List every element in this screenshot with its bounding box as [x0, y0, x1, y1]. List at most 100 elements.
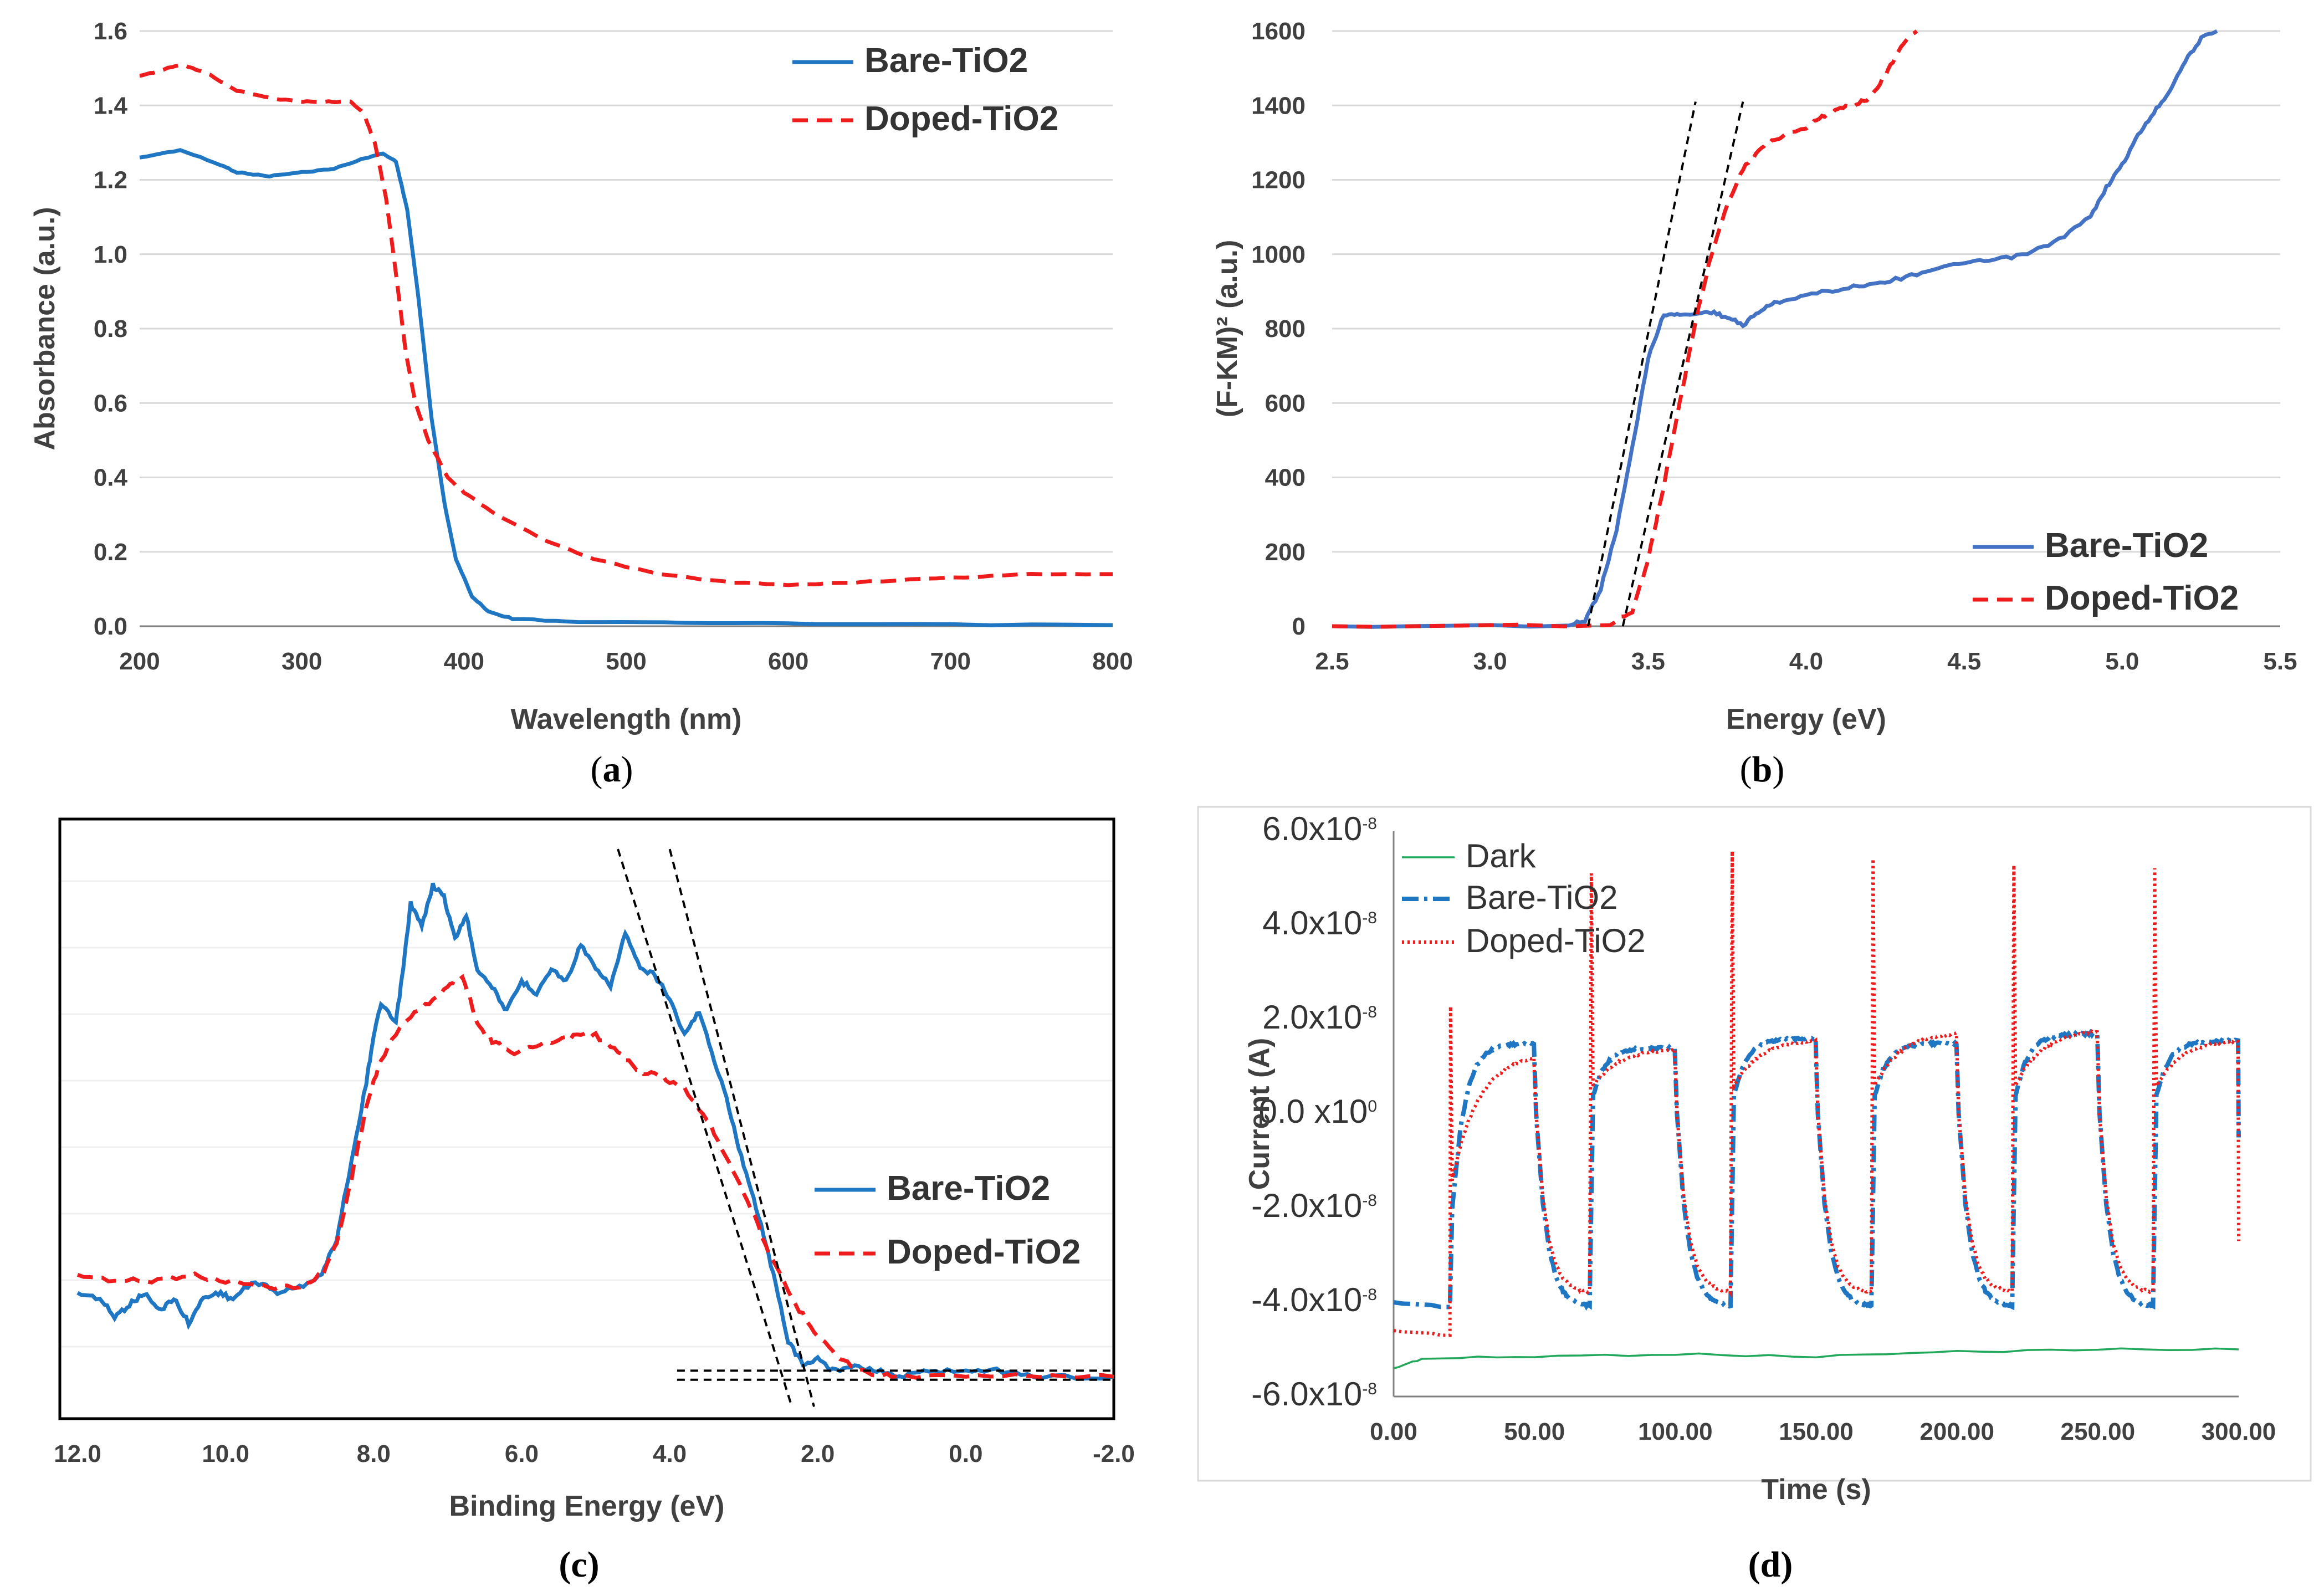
d-ytick-label: -4.0x10-8 — [1251, 1281, 1377, 1318]
b-ytick-label: 1200 — [1251, 167, 1306, 194]
c-xtick-label: 12.0 — [54, 1440, 101, 1467]
d-ytick-exponent: -8 — [1362, 1191, 1377, 1210]
caption-letter: d — [1760, 1544, 1781, 1585]
panel-d: 6.0x10-84.0x10-82.0x10-80.0 x100-2.0x10-… — [1197, 806, 2312, 1585]
d-legend-label-dark: Dark — [1466, 837, 1537, 874]
panel-caption-b: (b) — [1740, 749, 1785, 790]
d-ytick-label: -6.0x10-8 — [1251, 1375, 1377, 1413]
b-ytick-label: 1600 — [1251, 18, 1306, 45]
d-ytick-mantissa: 2.0x10 — [1262, 999, 1362, 1036]
b-ytick-label: 400 — [1265, 464, 1306, 492]
panel-caption-c: (c) — [559, 1544, 599, 1585]
caption-letter: c — [571, 1544, 587, 1585]
caption-open: ( — [591, 749, 603, 790]
caption-letter: a — [603, 749, 621, 790]
b-ylabel: (F-KM)² (a.u.) — [1211, 240, 1243, 418]
a-xtick-label: 600 — [768, 648, 808, 675]
d-ytick-label: 4.0x10-8 — [1262, 904, 1377, 942]
d-ytick-exponent: -8 — [1362, 909, 1377, 927]
a-ytick-label: 0.8 — [94, 315, 127, 342]
a-ytick-label: 0.4 — [94, 464, 128, 492]
panel-caption-d: (d) — [1748, 1544, 1793, 1585]
a-ytick-label: 0.6 — [94, 390, 127, 417]
a-xtick-label: 700 — [930, 648, 971, 675]
d-legend-label-bare-tio2: Bare-TiO2 — [1466, 879, 1618, 916]
caption-open: ( — [559, 1544, 571, 1585]
d-xtick-label: 50.00 — [1504, 1418, 1565, 1445]
a-ytick-label: 1.4 — [94, 92, 128, 119]
panel-caption-a: (a) — [591, 749, 633, 790]
b-ytick-label: 1400 — [1251, 92, 1306, 119]
d-ytick-mantissa: 6.0x10 — [1262, 810, 1362, 847]
c-xtick-label: 0.0 — [949, 1440, 982, 1467]
c-frame — [58, 817, 1115, 1420]
b-series-bare-tio2 — [1332, 29, 2218, 629]
d-ytick-exponent: -8 — [1362, 1380, 1377, 1398]
d-ytick-exponent: 0 — [1368, 1097, 1377, 1116]
d-ytick-label: -2.0x10-8 — [1251, 1187, 1377, 1224]
d-ylabel: Current (A) — [1243, 1038, 1276, 1190]
d-ytick-mantissa: 4.0x10 — [1262, 904, 1362, 942]
d-ytick-mantissa: -4.0x10 — [1251, 1281, 1362, 1318]
d-xtick-label: 200.00 — [1919, 1418, 1994, 1445]
a-xtick-label: 200 — [119, 648, 160, 675]
b-xtick-label: 3.0 — [1473, 648, 1507, 675]
a-ytick-label: 0.0 — [94, 613, 127, 640]
d-series-doped-tio2 — [1393, 851, 2240, 1337]
caption-close: ) — [1772, 749, 1784, 790]
b-legend-doped-label: Doped-TiO2 — [2045, 579, 2239, 617]
a-xtick-label: 400 — [444, 648, 484, 675]
a-xtick-label: 500 — [606, 648, 646, 675]
d-ytick-label: 2.0x10-8 — [1262, 999, 1377, 1036]
d-series-dark — [1393, 1347, 2239, 1369]
a-xlabel: Wavelength (nm) — [511, 703, 742, 735]
panel-c: 12.0 10.0 8.0 6.0 4.0 2.0 0.0 -2.0 Binding Energ… — [54, 817, 1135, 1585]
d-ytick-exponent: -8 — [1362, 1286, 1377, 1304]
a-legend-doped-label: Doped-TiO2 — [864, 100, 1058, 138]
d-ytick-exponent: -8 — [1362, 815, 1377, 833]
caption-close: ) — [1780, 1544, 1793, 1585]
d-frame — [1197, 806, 2312, 1482]
c-legend-bare-label: Bare-TiO2 — [887, 1169, 1050, 1208]
b-ytick-label: 200 — [1265, 539, 1306, 566]
b-ytick-label: 600 — [1265, 390, 1306, 417]
c-xtick-label: 2.0 — [801, 1440, 835, 1467]
d-ytick-label: 6.0x10-8 — [1262, 810, 1377, 847]
a-xtick-label: 300 — [281, 648, 322, 675]
b-series-doped-tio2 — [1332, 29, 1918, 629]
d-ytick-mantissa: 0.0 x10 — [1258, 1093, 1368, 1130]
a-ylabel: Absorbance (a.u.) — [29, 207, 61, 450]
a-legend-bare-label: Bare-TiO2 — [864, 42, 1028, 80]
d-xtick-label: 250.00 — [2061, 1418, 2136, 1445]
a-ytick-label: 0.2 — [94, 539, 127, 566]
b-xlabel: Energy (eV) — [1726, 703, 1886, 735]
b-ytick-label: 0 — [1292, 613, 1306, 640]
d-xtick-label: 100.00 — [1638, 1418, 1713, 1445]
b-xtick-label: 4.0 — [1789, 648, 1823, 675]
caption-letter: b — [1752, 749, 1773, 790]
b-xtick-label: 5.5 — [2263, 648, 2297, 675]
b-series-tangent-2 — [1621, 101, 1744, 627]
c-series-doped-tio2 — [76, 974, 1114, 1380]
c-legend-doped-label: Doped-TiO2 — [887, 1233, 1081, 1271]
c-series-onset-tangent-1 — [617, 848, 793, 1407]
caption-open: ( — [1748, 1544, 1760, 1585]
d-xtick-label: 0.00 — [1370, 1418, 1417, 1445]
d-xlabel: Time (s) — [1761, 1474, 1871, 1506]
d-series-bare-tio2 — [1393, 1029, 2241, 1311]
b-series-tangent-1 — [1587, 101, 1697, 627]
d-ytick-label: 0.0 x100 — [1258, 1093, 1377, 1130]
a-ytick-label: 1.2 — [94, 167, 127, 194]
caption-close: ) — [621, 749, 633, 790]
caption-close: ) — [587, 1544, 600, 1585]
b-ytick-label: 1000 — [1251, 241, 1306, 268]
c-xtick-label: 10.0 — [202, 1440, 249, 1467]
a-series-doped-tio2 — [139, 63, 1113, 587]
c-xtick-label: 8.0 — [357, 1440, 391, 1467]
c-series-onset-tangent-2 — [668, 848, 815, 1407]
b-xtick-label: 4.5 — [1947, 648, 1981, 675]
d-legend-label-doped-tio2: Doped-TiO2 — [1466, 922, 1646, 959]
b-xtick-label: 2.5 — [1315, 648, 1349, 675]
b-legend-bare-label: Bare-TiO2 — [2045, 526, 2208, 565]
